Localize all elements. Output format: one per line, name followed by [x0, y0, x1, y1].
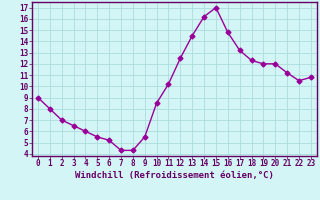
- X-axis label: Windchill (Refroidissement éolien,°C): Windchill (Refroidissement éolien,°C): [75, 171, 274, 180]
